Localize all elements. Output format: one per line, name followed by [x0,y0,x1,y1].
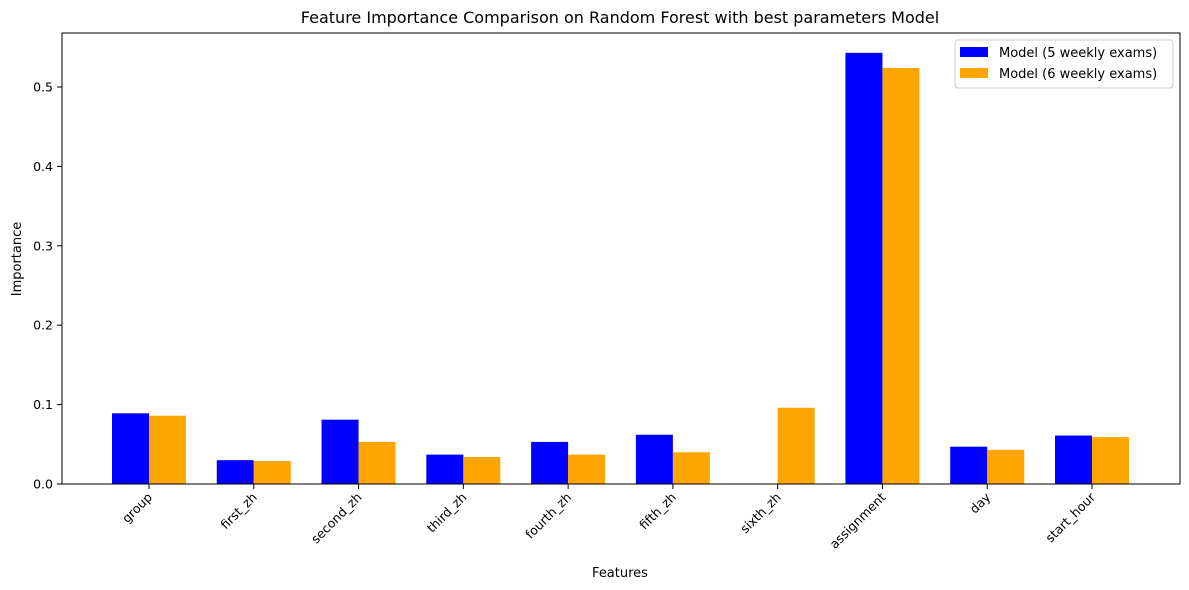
y-tick-label: 0.1 [33,397,53,412]
bar-day-series-1 [950,446,988,484]
bar-third_zh-series-2 [463,457,501,484]
bar-day-series-2 [987,449,1025,484]
y-tick-label: 0.2 [33,318,53,333]
x-axis: group first_zh second_zh third_zh fourth_zh f… [119,484,1099,552]
chart-title: Feature Importance Comparison on Random … [301,8,939,27]
x-axis-label: Features [592,566,648,581]
bars [112,52,1129,485]
x-tick-label: first_zh [217,490,260,533]
y-axis-label: Importance [10,222,25,297]
bar-third_zh-series-1 [426,454,464,484]
x-tick-label: group [119,489,155,525]
legend: Model (5 weekly exams) Model (6 weekly ex… [954,39,1174,89]
legend-label-1: Model (5 weekly exams) [999,46,1157,61]
x-tick-label: assignment [827,489,889,551]
y-tick-label: 0.3 [33,238,53,253]
legend-label-2: Model (6 weekly exams) [999,67,1157,82]
x-tick-label: fourth_zh [522,490,574,542]
bar-assignment-series-1 [845,52,883,485]
bar-second_zh-series-2 [358,441,396,484]
bar-second_zh-series-1 [321,419,359,484]
x-tick-label: start_hour [1042,489,1098,545]
bar-group-series-1 [112,413,149,484]
x-tick-label: second_zh [308,490,365,547]
bar-sixth_zh-series-2 [777,407,815,484]
x-tick-label: day [966,489,993,516]
y-tick-label: 0.4 [33,159,53,174]
bar-fifth_zh-series-2 [672,452,710,484]
legend-swatch-1 [960,47,988,57]
plot-frame [61,32,1181,485]
bar-start_hour-series-2 [1092,437,1129,484]
bar-fourth_zh-series-2 [568,454,606,484]
legend-box [954,39,1174,89]
x-tick-label: third_zh [424,490,470,536]
y-tick-label: 0.5 [33,79,53,94]
bar-first_zh-series-2 [253,460,291,484]
y-tick-label: 0.0 [33,477,53,492]
bar-fifth_zh-series-1 [635,434,673,484]
y-axis: 0.0 0.1 0.2 0.3 0.4 0.5 [33,79,62,492]
x-tick-label: fifth_zh [636,490,679,533]
legend-swatch-2 [960,68,988,78]
bar-assignment-series-2 [882,67,920,485]
bar-first_zh-series-1 [216,460,254,484]
bar-fourth_zh-series-1 [531,441,569,484]
bar-group-series-2 [149,415,186,484]
x-tick-label: sixth_zh [737,490,784,537]
bar-start_hour-series-1 [1055,435,1092,484]
